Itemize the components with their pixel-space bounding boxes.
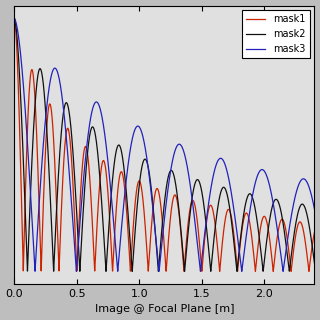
Line: mask2: mask2 xyxy=(14,18,315,271)
mask2 xyxy=(130,269,134,273)
mask3 xyxy=(235,230,239,234)
mask2 xyxy=(28,217,31,221)
mask3 xyxy=(203,229,207,233)
mask1 xyxy=(190,199,194,203)
mask2 xyxy=(235,268,239,272)
Line: mask1: mask1 xyxy=(14,18,315,271)
mask1 xyxy=(203,234,207,237)
mask2 xyxy=(12,16,16,20)
mask3 xyxy=(121,209,125,213)
mask1 xyxy=(313,230,316,234)
mask1 xyxy=(307,269,311,273)
mask1 xyxy=(251,244,255,248)
mask1 xyxy=(12,16,16,20)
mask3 xyxy=(75,269,78,273)
mask1 xyxy=(235,262,239,266)
mask3 xyxy=(313,207,316,211)
mask3 xyxy=(12,16,16,20)
mask2 xyxy=(190,197,194,201)
mask1 xyxy=(121,174,125,178)
mask3 xyxy=(28,174,31,178)
mask2 xyxy=(121,159,125,163)
mask1 xyxy=(28,85,31,89)
Legend: mask1, mask2, mask3: mask1, mask2, mask3 xyxy=(242,11,309,58)
mask3 xyxy=(251,192,255,196)
Line: mask3: mask3 xyxy=(14,18,315,271)
mask3 xyxy=(190,196,194,200)
mask2 xyxy=(203,213,207,217)
mask2 xyxy=(251,197,255,201)
mask2 xyxy=(313,261,316,265)
X-axis label: Image @ Focal Plane [m]: Image @ Focal Plane [m] xyxy=(95,304,234,315)
